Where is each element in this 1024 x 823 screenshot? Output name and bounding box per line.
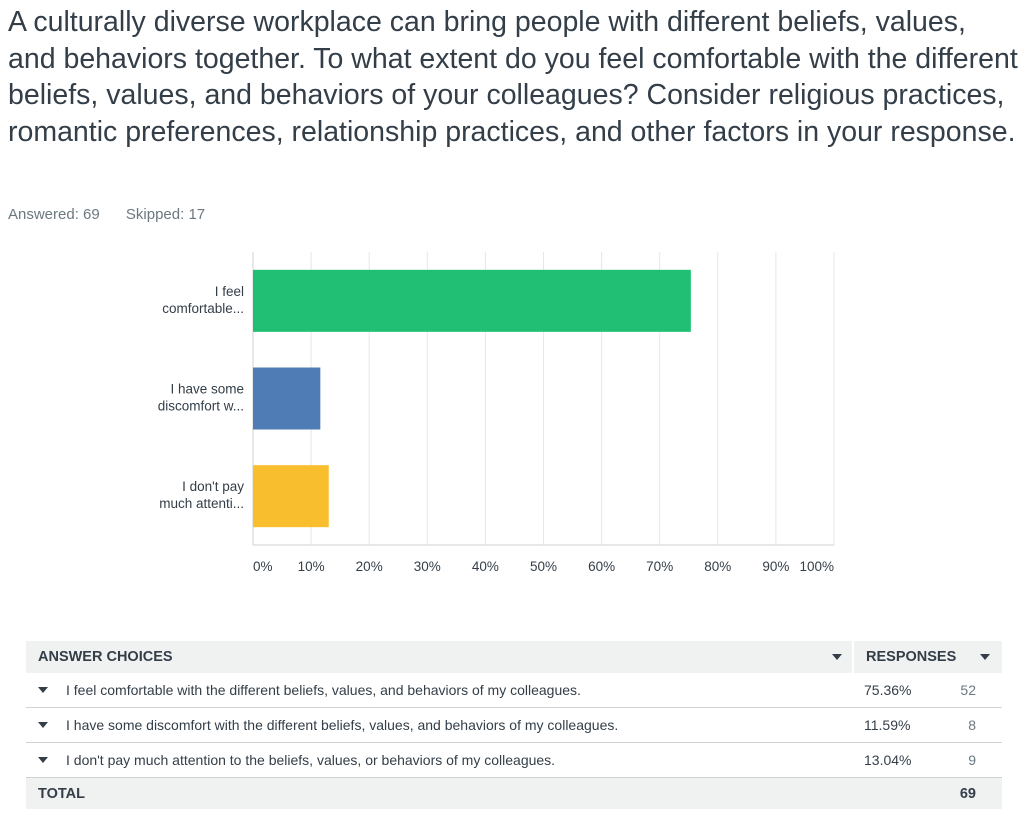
answered-count: Answered: 69	[8, 206, 100, 223]
category-label: I have some discomfort w...	[158, 382, 244, 414]
response-count: 9	[968, 752, 976, 768]
answer-choices-header[interactable]: ANSWER CHOICES	[26, 641, 852, 673]
response-percent: 13.04%	[864, 752, 912, 768]
table-row: I have some discomfort with the differen…	[26, 708, 1002, 743]
answer-choice: I don't pay much attention to the belief…	[26, 752, 852, 768]
category-label: I feel comfortable...	[162, 284, 244, 316]
response-percent: 75.36%	[864, 682, 912, 698]
x-tick-label: 60%	[588, 559, 615, 574]
x-tick-label: 70%	[646, 559, 673, 574]
answer-choice: I have some discomfort with the differen…	[26, 717, 852, 733]
question-title: A culturally diverse workplace can bring…	[8, 6, 1018, 148]
response-percent: 11.59%	[864, 717, 911, 733]
x-tick-label: 20%	[356, 559, 383, 574]
x-tick-label: 0%	[253, 559, 273, 574]
responses-header[interactable]: RESPONSES	[852, 641, 1002, 673]
sort-caret-icon[interactable]	[832, 654, 842, 660]
x-tick-label: 50%	[530, 559, 557, 574]
bar	[253, 269, 691, 332]
table-header: ANSWER CHOICES RESPONSES	[26, 641, 1002, 673]
responses-header-label: RESPONSES	[866, 649, 957, 665]
x-tick-label: 90%	[762, 559, 789, 574]
expand-caret-icon[interactable]	[38, 687, 48, 693]
bar-chart-svg: I feel comfortable... I have some discomfor…	[158, 252, 835, 574]
total-label: TOTAL	[38, 785, 85, 802]
expand-caret-icon[interactable]	[38, 757, 48, 763]
x-tick-label: 40%	[472, 559, 499, 574]
answer-choice-text: I have some discomfort with the differen…	[66, 717, 619, 733]
expand-caret-icon[interactable]	[38, 722, 48, 728]
bar	[253, 465, 329, 528]
bar-chart: I feel comfortable... I have some discomfor…	[0, 240, 1024, 590]
x-tick-label: 10%	[298, 559, 325, 574]
answer-choices-header-label: ANSWER CHOICES	[38, 649, 173, 665]
response-stats: Answered: 69 Skipped: 17	[8, 206, 227, 223]
sort-caret-icon[interactable]	[980, 654, 990, 660]
category-label: I don't pay much attenti...	[159, 479, 244, 511]
total-value: 69	[959, 785, 976, 802]
x-tick-label: 80%	[704, 559, 731, 574]
answer-table: ANSWER CHOICES RESPONSES I feel comforta…	[26, 641, 1002, 809]
table-row: I don't pay much attention to the belief…	[26, 743, 1002, 778]
answer-choice-text: I don't pay much attention to the belief…	[66, 752, 556, 768]
response-count: 8	[968, 717, 976, 733]
answer-choice-text: I feel comfortable with the different be…	[66, 682, 581, 698]
x-tick-label: 30%	[414, 559, 441, 574]
total-row: TOTAL 69	[26, 778, 1002, 809]
x-tick-label: 100%	[799, 559, 834, 574]
bar	[253, 367, 321, 430]
skipped-count: Skipped: 17	[125, 206, 206, 223]
response-count: 52	[960, 682, 976, 698]
table-row: I feel comfortable with the different be…	[26, 673, 1002, 708]
answer-choice: I feel comfortable with the different be…	[26, 682, 852, 698]
